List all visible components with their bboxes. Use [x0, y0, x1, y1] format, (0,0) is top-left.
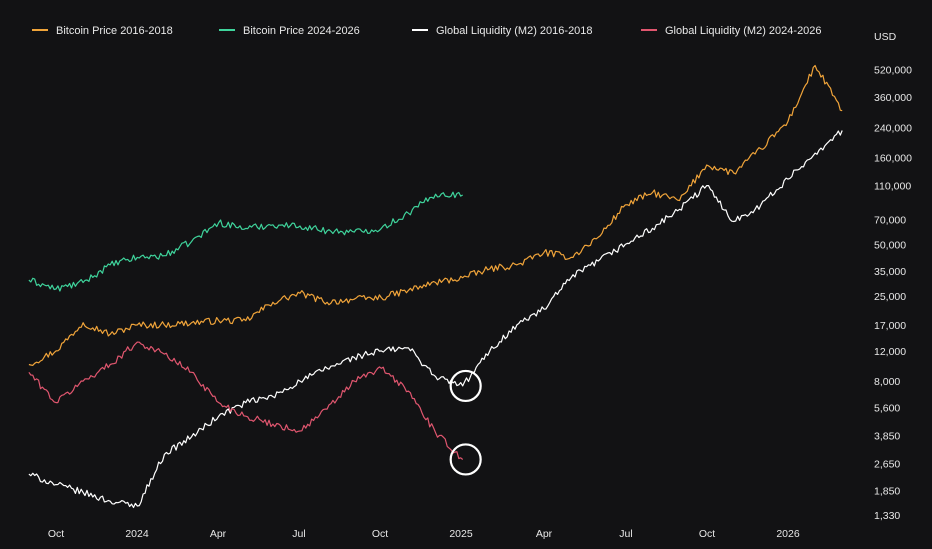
y-tick-label: 520,000 — [874, 65, 912, 77]
legend-label: Bitcoin Price 2024-2026 — [243, 25, 360, 37]
x-tick-label: Apr — [536, 528, 553, 540]
y-tick-label: 1,330 — [874, 510, 900, 522]
x-tick-label: 2025 — [449, 528, 473, 540]
highlight-circle-global-liquidity-m2-2016-2018 — [449, 369, 482, 403]
series-line-bitcoin-price-2016-2018 — [28, 64, 843, 366]
series-line-global-liquidity-m2-2016-2018 — [28, 130, 843, 509]
y-tick-label: 12,000 — [874, 346, 906, 358]
y-axis: USD 520,000 360,000 240,000 160,000 110,000 70… — [874, 31, 912, 522]
y-tick-label: 110,000 — [874, 181, 911, 193]
y-tick-label: 2,650 — [874, 459, 900, 471]
y-tick-label: 50,000 — [874, 239, 906, 251]
y-tick-label: 17,000 — [874, 320, 906, 332]
highlight-circle-global-liquidity-m2-2024-2026 — [449, 443, 482, 476]
y-tick-label: 1,850 — [874, 485, 900, 497]
y-tick-label: 70,000 — [874, 214, 906, 226]
x-tick-label: Apr — [210, 528, 227, 540]
x-tick-label: Oct — [372, 528, 388, 540]
y-tick-label: 240,000 — [874, 122, 912, 134]
series-line-bitcoin-price-2024-2026 — [28, 191, 463, 292]
legend-label: Global Liquidity (M2) 2016-2018 — [436, 25, 593, 37]
legend-label: Global Liquidity (M2) 2024-2026 — [665, 25, 822, 37]
legend-item-global-liquidity-m2-2016-2018[interactable]: Global Liquidity (M2) 2016-2018 — [412, 25, 593, 37]
legend-item-bitcoin-price-2016-2018[interactable]: Bitcoin Price 2016-2018 — [32, 25, 173, 37]
y-tick-label: 3,850 — [874, 431, 900, 443]
x-tick-label: Jul — [619, 528, 632, 540]
x-tick-label: Oct — [699, 528, 715, 540]
x-axis: Oct 2024 Apr Jul Oct 2025 Apr Jul Oct 2026 — [48, 528, 800, 540]
highlight-layer — [449, 369, 482, 476]
series-layer — [28, 64, 843, 509]
x-tick-label: 2024 — [125, 528, 149, 540]
y-tick-label: 5,600 — [874, 403, 900, 415]
y-tick-label: 160,000 — [874, 153, 912, 165]
y-tick-label: 25,000 — [874, 291, 906, 303]
legend-label: Bitcoin Price 2016-2018 — [56, 25, 173, 37]
legend-item-bitcoin-price-2024-2026[interactable]: Bitcoin Price 2024-2026 — [219, 25, 360, 37]
y-tick-label: 8,000 — [874, 376, 900, 388]
y-tick-label: 360,000 — [874, 92, 912, 104]
x-tick-label: 2026 — [776, 528, 800, 540]
series-line-global-liquidity-m2-2024-2026 — [28, 341, 464, 460]
x-tick-label: Jul — [292, 528, 305, 540]
x-tick-label: Oct — [48, 528, 64, 540]
legend: Bitcoin Price 2016-2018 Bitcoin Price 202… — [32, 25, 822, 37]
y-axis-unit-label: USD — [874, 31, 897, 43]
legend-item-global-liquidity-m2-2024-2026[interactable]: Global Liquidity (M2) 2024-2026 — [641, 25, 822, 37]
y-tick-label: 35,000 — [874, 266, 906, 278]
